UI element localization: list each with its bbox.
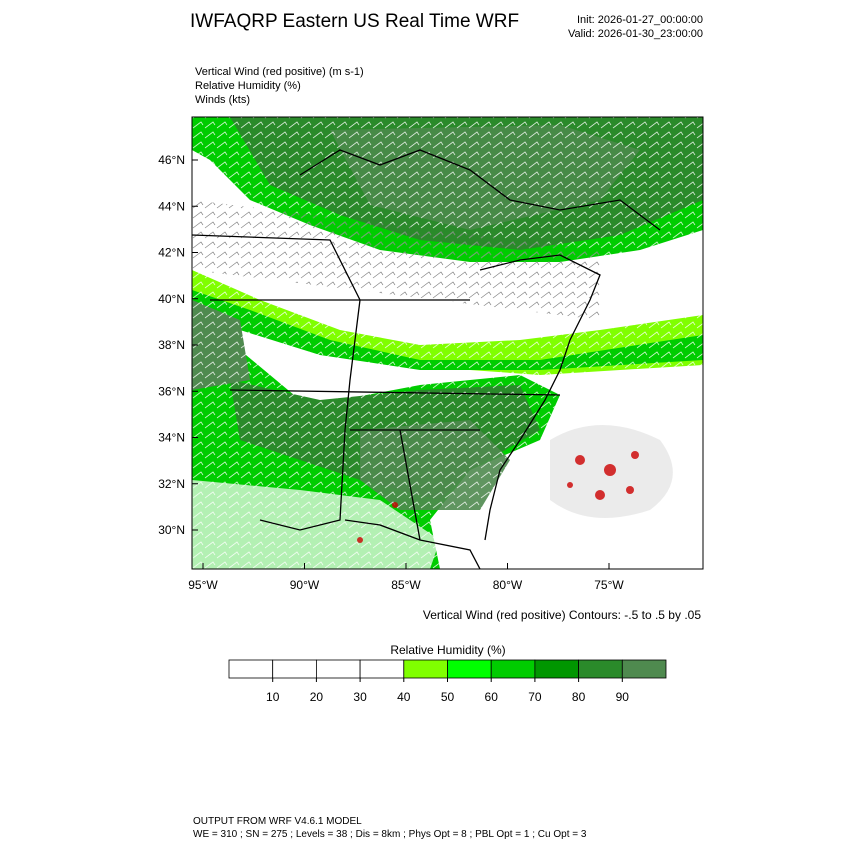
- colorbar-box: [403, 659, 448, 679]
- colorbar-box: [315, 659, 361, 679]
- footer-model: OUTPUT FROM WRF V4.6.1 MODEL: [193, 816, 362, 827]
- colorbar-tick-label: 10: [266, 690, 280, 704]
- lon-label: 95°W: [188, 578, 218, 592]
- lat-axis: 46°N 44°N 42°N 40°N 38°N 36°N 34°N 32°N 30°N: [158, 153, 198, 537]
- lat-label: 42°N: [158, 246, 185, 260]
- colorbar-box: [621, 659, 667, 679]
- lon-label: 85°W: [391, 578, 421, 592]
- colorbar-box: [578, 659, 623, 679]
- lon-label: 90°W: [290, 578, 320, 592]
- footer-settings: WE = 310 ; SN = 275 ; Levels = 38 ; Dis …: [193, 829, 587, 840]
- map-field: [192, 117, 703, 569]
- colorbar-box: [534, 659, 580, 679]
- lat-label: 30°N: [158, 523, 185, 537]
- contour-note: Vertical Wind (red positive) Contours: -…: [423, 608, 701, 622]
- colorbar-tick-label: 20: [310, 690, 324, 704]
- colorbar-tick-label: 60: [485, 690, 499, 704]
- valid-time: Valid: 2026-01-30_23:00:00: [568, 28, 703, 40]
- colorbar-tick-label: 70: [528, 690, 542, 704]
- colorbar-box: [359, 659, 405, 679]
- colorbar-box: [272, 659, 317, 679]
- colorbar: 10 20 30 40 50 60 70 80 90: [228, 659, 667, 704]
- colorbar-tick-label: 30: [353, 690, 367, 704]
- lat-label: 34°N: [158, 431, 185, 445]
- colorbar-tick-label: 90: [616, 690, 630, 704]
- colorbar-box: [490, 659, 536, 679]
- lat-label: 36°N: [158, 384, 185, 398]
- field-label: Winds (kts): [195, 94, 250, 106]
- lon-label: 80°W: [493, 578, 523, 592]
- init-time: Init: 2026-01-27_00:00:00: [577, 14, 703, 26]
- colorbar-tick-label: 50: [441, 690, 455, 704]
- field-label: Vertical Wind (red positive) (m s-1): [195, 66, 364, 78]
- colorbar-box: [228, 659, 274, 679]
- colorbar-tick-label: 40: [397, 690, 411, 704]
- map-frame: [191, 116, 704, 570]
- lat-label: 32°N: [158, 477, 185, 491]
- lat-label: 44°N: [158, 199, 185, 213]
- title: IWFAQRP Eastern US Real Time WRF: [190, 11, 519, 32]
- colorbar-title: Relative Humidity (%): [390, 643, 505, 657]
- lat-label: 46°N: [158, 153, 185, 167]
- colorbar-box: [447, 659, 492, 679]
- lat-label: 40°N: [158, 292, 185, 306]
- lon-axis: 95°W 90°W 85°W 80°W 75°W: [188, 563, 624, 592]
- field-label: Relative Humidity (%): [195, 80, 301, 92]
- lon-label: 75°W: [594, 578, 624, 592]
- colorbar-tick-label: 80: [572, 690, 586, 704]
- lat-label: 38°N: [158, 338, 185, 352]
